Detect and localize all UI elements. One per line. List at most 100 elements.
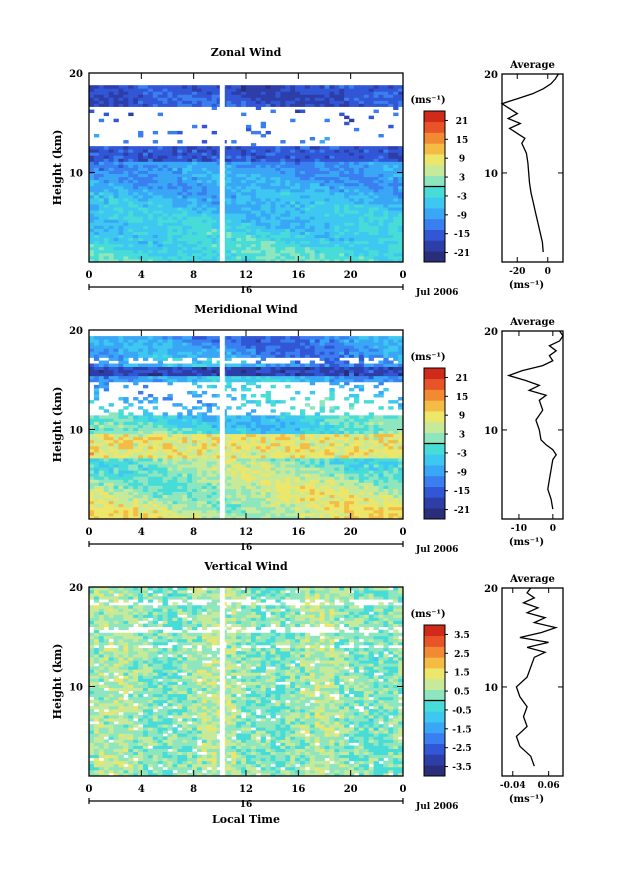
x-tick-label: 8 [190,527,197,538]
colorbar-swatch [424,154,445,166]
profile-x-tick-label: -10 [511,524,527,534]
x-tick-label: 16 [291,527,305,538]
profile-y-tick-label: 10 [484,426,498,437]
profile-y-tick-label: 10 [484,169,498,180]
colorbar-swatch [424,421,445,434]
profile-x-tick-label: 0 [550,524,556,534]
x-tick-label: 0 [86,527,93,538]
colorbar-tick-label: 15 [456,136,469,146]
average-profile: Average 20 10 -0.04 0.06 (ms⁻¹) [484,574,564,805]
colorbar-swatch [424,218,445,230]
date-label: Jul 2006 [415,288,458,298]
colorbar-tick-label: 3.5 [454,631,470,641]
panel-1: Zonal Wind 20 10 Height (km) 0 4 8 12 16 20 0 16 Jul… [51,46,564,298]
x-tick-label: 0 [400,784,407,795]
colorbar-swatch [424,443,445,455]
colorbar-unit: (ms⁻¹) [410,609,445,620]
colorbar-tick-label: -2.5 [452,744,471,754]
colorbar-unit: (ms⁻¹) [410,352,445,363]
colorbar-swatch [424,389,445,401]
x-tick-label: 0 [400,527,407,538]
y-tick-label: 10 [69,425,83,436]
colorbar-swatch [424,754,445,766]
profile-title: Average [509,574,555,585]
colorbar-swatch [424,700,445,712]
x-tick-label: 0 [86,784,93,795]
profile-x-label: (ms⁻¹) [509,794,544,805]
y-axis-label: Height (km) [51,387,64,463]
heatmap-cells [89,85,404,263]
colorbar-tick-label: 21 [456,117,469,127]
y-tick-label: 20 [69,69,83,80]
chart-title: Meridional Wind [194,303,298,316]
colorbar: (ms⁻¹) 3.5 2.5 1.5 0.5 -0.5 -1.5 -2.5 -3.5 [410,609,472,777]
colorbar-tick-label: -3.5 [452,763,471,773]
profile-x-label: (ms⁻¹) [509,537,544,548]
chart-title: Vertical Wind [203,560,288,573]
profile-y-tick-label: 20 [484,584,498,595]
colorbar-tick-label: 21 [456,374,469,384]
colorbar-swatch [424,689,445,701]
colorbar-swatch [424,164,445,177]
x-axis-label: Local Time [212,813,280,826]
colorbar-tick-label: -21 [454,506,470,516]
colorbar-swatch [424,646,445,658]
profile-x-tick-label: 0.06 [538,781,560,791]
colorbar-swatch [424,378,445,390]
profile-x-tick-label: -0.04 [500,781,526,791]
panel-3: Vertical Wind 20 10 Height (km) 0 4 8 12 16 20 0 16… [51,560,564,826]
date-label: Jul 2006 [415,802,458,812]
colorbar-swatch [424,508,445,520]
colorbar-swatch [424,186,445,198]
colorbar-swatch [424,197,445,209]
profile-x-tick-label: 0 [545,267,551,277]
profile-frame [501,587,564,777]
profile-frame [501,73,564,263]
x-tick-label: 4 [138,784,145,795]
average-profile: Average 20 10 -10 0 (ms⁻¹) [484,317,564,548]
colorbar-swatch [424,465,445,477]
colorbar-swatch [424,657,445,669]
colorbar-unit: (ms⁻¹) [410,95,445,106]
profile-title: Average [509,60,555,71]
profile-y-tick-label: 10 [484,683,498,694]
colorbar-swatch [424,475,445,487]
profile-frame [501,330,564,520]
data-gap [219,587,224,776]
chart-title: Zonal Wind [211,46,282,59]
x-tick-label: 20 [344,527,358,538]
x-tick-label: 16 [291,270,305,281]
colorbar-swatch [424,432,445,444]
colorbar-tick-label: -9 [457,211,467,221]
colorbar-swatch [424,711,445,723]
date-tick-label: 16 [240,800,253,810]
colorbar: (ms⁻¹) 21 15 9 3 -3 -9 -15 -21 [410,95,470,263]
colorbar-tick-label: -3 [457,449,467,459]
colorbar-swatch [424,251,445,263]
x-tick-label: 12 [239,270,253,281]
colorbar-tick-label: 0.5 [454,688,470,698]
colorbar-swatch [424,208,445,220]
y-axis-label: Height (km) [51,644,64,720]
profile-y-tick-label: 20 [484,70,498,81]
profile-line [500,73,559,253]
colorbar-swatch [424,668,445,680]
x-tick-label: 4 [138,270,145,281]
colorbar-swatch [424,625,445,637]
heatmap-cells [89,587,404,777]
date-tick-label: 16 [240,543,253,553]
y-tick-label: 10 [69,168,83,179]
x-tick-label: 4 [138,527,145,538]
x-tick-label: 8 [190,270,197,281]
profile-x-tick-label: -20 [509,267,525,277]
colorbar-swatch [424,678,445,691]
colorbar-swatch [424,635,445,647]
data-gap [219,73,224,262]
profile-line [515,587,559,767]
profile-x-label: (ms⁻¹) [509,280,544,291]
colorbar-tick-label: -1.5 [452,725,471,735]
date-label: Jul 2006 [415,545,458,555]
profile-line [506,330,564,510]
colorbar-swatch [424,497,445,509]
